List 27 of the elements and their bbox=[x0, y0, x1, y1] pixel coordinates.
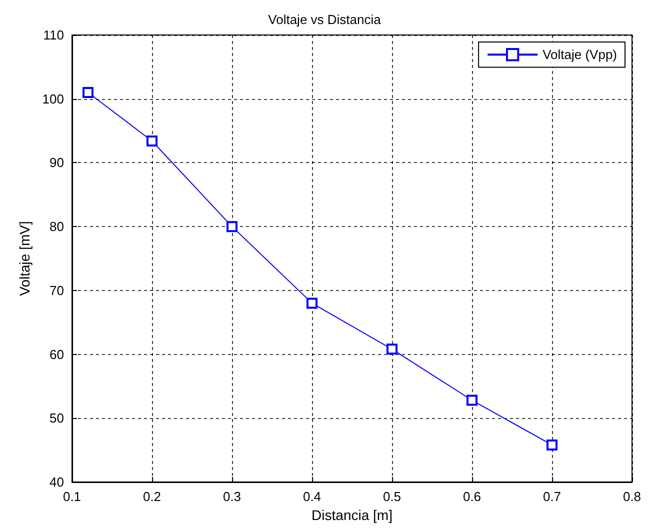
x-tick-label: 0.6 bbox=[462, 489, 482, 504]
point bbox=[306, 298, 318, 309]
x-tick-label: 0.5 bbox=[382, 489, 402, 504]
point bbox=[82, 86, 94, 98]
y-tick-label: 80 bbox=[50, 219, 64, 234]
x-tick-label: 0.1 bbox=[62, 489, 82, 504]
point bbox=[386, 344, 398, 355]
y-tick-label: 90 bbox=[50, 155, 64, 170]
x-axis-title: Distancia [m] bbox=[312, 506, 392, 523]
point bbox=[546, 439, 558, 450]
y-tick-label: 50 bbox=[50, 410, 64, 426]
x-tick-label: 0.8 bbox=[622, 489, 642, 504]
y-tick-label: 110 bbox=[43, 28, 64, 42]
x-tick-label: 0.4 bbox=[302, 489, 322, 504]
legend-label: Voltaje (Vpp) bbox=[542, 47, 618, 62]
x-tick-label: 0.7 bbox=[542, 489, 562, 504]
x-tick-label: 0.3 bbox=[222, 489, 242, 504]
point bbox=[466, 394, 478, 406]
point bbox=[226, 221, 238, 232]
y-tick-label: 100 bbox=[42, 91, 64, 106]
y-axis-title: Voltaje [mV] bbox=[16, 221, 32, 296]
x-tick-label: 0.2 bbox=[142, 489, 162, 504]
chart-title: Voltaje vs Distancia bbox=[268, 12, 382, 27]
y-tick-label: 60 bbox=[50, 346, 64, 362]
y-tick-label: 40 bbox=[50, 474, 64, 490]
point bbox=[146, 136, 158, 147]
y-tick-label: 70 bbox=[50, 282, 64, 298]
